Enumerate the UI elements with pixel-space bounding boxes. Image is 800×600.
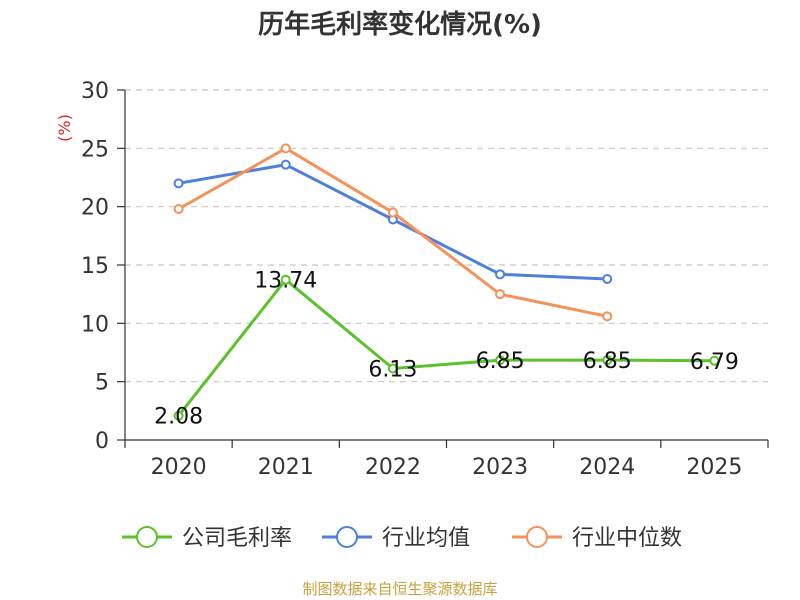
y-tick-label: 25: [81, 137, 109, 162]
data-label: 6.85: [476, 349, 525, 374]
data-point[interactable]: [387, 363, 398, 374]
data-point[interactable]: [387, 207, 398, 218]
y-tick-label: 10: [81, 312, 109, 337]
data-point[interactable]: [602, 274, 613, 284]
data-point[interactable]: [602, 311, 613, 322]
data-point[interactable]: [495, 355, 506, 366]
legend-marker: [526, 526, 548, 548]
x-tick-label: 2023: [472, 455, 528, 480]
data-point[interactable]: [280, 274, 291, 285]
data-point[interactable]: [602, 355, 613, 366]
series-line: [177, 146, 608, 318]
data-point[interactable]: [495, 289, 506, 300]
legend-item-label[interactable]: 公司毛利率: [182, 526, 292, 551]
x-tick-label: 2021: [258, 455, 314, 480]
data-point[interactable]: [280, 159, 291, 170]
legend-item-label[interactable]: 行业均值: [382, 526, 470, 551]
legend-marker: [136, 526, 158, 548]
y-tick-label: 30: [81, 79, 109, 104]
series-line: [177, 278, 715, 417]
data-point[interactable]: [709, 355, 720, 366]
chart-title: 历年毛利率变化情况(%): [258, 10, 542, 40]
y-tick-label: 15: [81, 254, 109, 279]
data-label: 6.13: [368, 357, 417, 382]
legend-item-label[interactable]: 行业中位数: [572, 526, 682, 551]
x-tick-label: 2024: [579, 455, 635, 480]
x-tick-label: 2025: [686, 455, 742, 480]
source-note: 制图数据来自恒生聚源数据库: [302, 580, 498, 598]
data-label: 13.74: [254, 269, 317, 294]
legend-marker: [336, 526, 358, 548]
y-tick-label: 20: [81, 196, 109, 221]
y-tick-label: 5: [95, 371, 109, 396]
data-label: 2.08: [154, 405, 203, 430]
data-point[interactable]: [173, 204, 184, 214]
data-point[interactable]: [173, 178, 184, 189]
x-tick-label: 2022: [365, 455, 421, 480]
y-tick-label: 0: [95, 429, 109, 454]
data-point[interactable]: [173, 410, 184, 421]
data-point[interactable]: [495, 269, 506, 280]
y-axis-unit-label: (%): [55, 114, 74, 142]
x-tick-label: 2020: [151, 455, 207, 480]
data-point[interactable]: [280, 143, 291, 154]
data-label: 6.79: [690, 350, 739, 375]
data-label: 6.85: [583, 349, 632, 374]
